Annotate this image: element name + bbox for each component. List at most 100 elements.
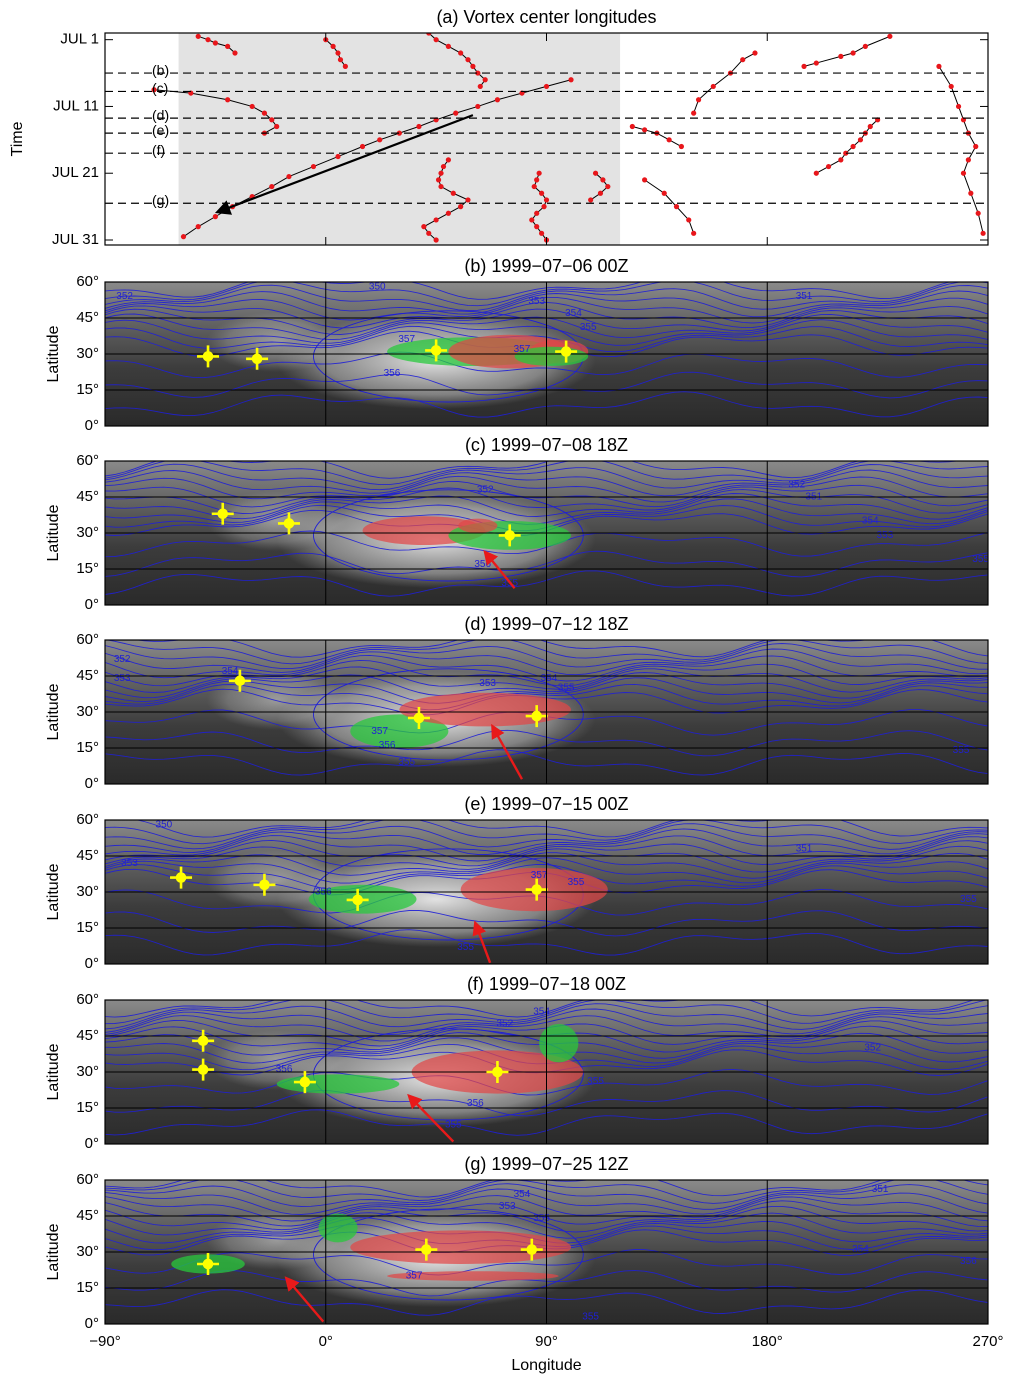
y-tick-label: 0° <box>85 1135 99 1152</box>
vortex-point <box>534 224 539 229</box>
vortex-point <box>458 50 463 55</box>
y-tick-label: 15° <box>76 560 99 577</box>
panel-title: (f) 1999−07−18 00Z <box>467 974 626 994</box>
contour-label: 355 <box>953 745 970 756</box>
y-tick-label: 15° <box>76 1279 99 1296</box>
reference-label: (b) <box>152 62 169 78</box>
panel-title: (d) 1999−07−12 18Z <box>464 614 628 634</box>
vortex-point <box>801 64 806 69</box>
vortex-point <box>262 111 267 116</box>
vortex-point <box>338 57 343 62</box>
vortex-point <box>600 177 605 182</box>
vortex-point <box>438 184 443 189</box>
contour-label: 355 <box>972 554 989 565</box>
green-region <box>277 1074 400 1093</box>
y-tick-label: 30° <box>76 524 99 541</box>
contour-label: 353 <box>479 678 496 689</box>
vortex-point <box>205 37 210 42</box>
vortex-point <box>980 231 985 236</box>
y-tick-label: 30° <box>76 883 99 900</box>
plot-area <box>151 30 985 245</box>
vortex-point <box>630 124 635 129</box>
vortex-point <box>421 224 426 229</box>
y-tick-label: 45° <box>76 667 99 684</box>
vortex-point <box>541 204 546 209</box>
y-tick-label: 0° <box>85 775 99 792</box>
contour-label: 357 <box>514 344 531 355</box>
vortex-point <box>863 44 868 49</box>
vortex-point <box>426 231 431 236</box>
shaded-region <box>179 33 621 245</box>
red-region <box>458 519 497 533</box>
panel-title: (c) 1999−07−08 18Z <box>465 435 628 455</box>
reference-label: (d) <box>152 107 169 123</box>
vortex-point <box>667 137 672 142</box>
contour-label: 356 <box>276 1064 293 1075</box>
y-tick-label: JUL 31 <box>52 231 99 248</box>
vortex-point <box>973 144 978 149</box>
vortex-point <box>470 64 475 69</box>
contour-label: 354 <box>514 1189 531 1200</box>
vortex-point <box>686 217 691 222</box>
y-tick-label: 0° <box>85 596 99 613</box>
contour-label: 351 <box>796 291 813 302</box>
vortex-point <box>343 64 348 69</box>
y-tick-label: 15° <box>76 739 99 756</box>
contour-label: 351 <box>796 843 813 854</box>
contour-label: 356 <box>467 1098 484 1109</box>
vortex-point <box>691 231 696 236</box>
vortex-point <box>377 137 382 142</box>
y-axis-label: Latitude <box>45 325 62 382</box>
vortex-point <box>642 127 647 132</box>
vortex-point <box>453 111 458 116</box>
contour-label: 352 <box>477 484 494 495</box>
vortex-point <box>335 50 340 55</box>
y-tick-label: 0° <box>85 1315 99 1332</box>
vortex-point <box>752 50 757 55</box>
y-tick-label: 30° <box>76 703 99 720</box>
vortex-point <box>544 197 549 202</box>
vortex-point <box>274 124 279 129</box>
vortex-point <box>691 111 696 116</box>
x-tick-label: −90° <box>89 1333 120 1350</box>
contour-label: 354 <box>862 516 879 527</box>
vortex-point <box>696 97 701 102</box>
vortex-point <box>446 44 451 49</box>
y-tick-label: 45° <box>76 847 99 864</box>
vortex-point <box>225 97 230 102</box>
track-line <box>694 53 755 113</box>
vortex-point <box>674 204 679 209</box>
vortex-point <box>213 40 218 45</box>
vortex-point <box>850 144 855 149</box>
vortex-point <box>838 54 843 59</box>
vortex-point <box>458 204 463 209</box>
green-region <box>318 1214 357 1243</box>
contour-label: 354 <box>222 666 239 677</box>
y-tick-label: 60° <box>76 811 99 828</box>
contour-label: 353 <box>877 530 894 541</box>
vortex-point <box>850 50 855 55</box>
y-tick-label: JUL 11 <box>53 97 99 114</box>
x-tick-label: 270° <box>972 1333 1003 1350</box>
vortex-point <box>539 191 544 196</box>
vortex-point <box>534 177 539 182</box>
y-tick-label: 45° <box>76 488 99 505</box>
vortex-point <box>826 164 831 169</box>
vortex-point <box>360 144 365 149</box>
contour-label: 355 <box>445 1119 462 1130</box>
x-tick-label: 90° <box>535 1333 558 1350</box>
contour-label: 354 <box>852 1244 869 1255</box>
vortex-point <box>740 57 745 62</box>
vortex-point <box>642 177 647 182</box>
vortex-point <box>568 77 573 82</box>
vortex-point <box>838 157 843 162</box>
contour-label: 353 <box>114 673 131 684</box>
vortex-point <box>814 171 819 176</box>
contour-label: 355 <box>558 683 575 694</box>
vortex-point <box>225 44 230 49</box>
y-axis-label: Latitude <box>45 504 62 561</box>
page: {"chart_data": [ {"type": "scatter", "ti… <box>0 0 1010 1380</box>
green-region <box>539 1024 578 1062</box>
y-tick-label: 60° <box>76 631 99 648</box>
panel-title: (e) 1999−07−15 00Z <box>464 794 628 814</box>
